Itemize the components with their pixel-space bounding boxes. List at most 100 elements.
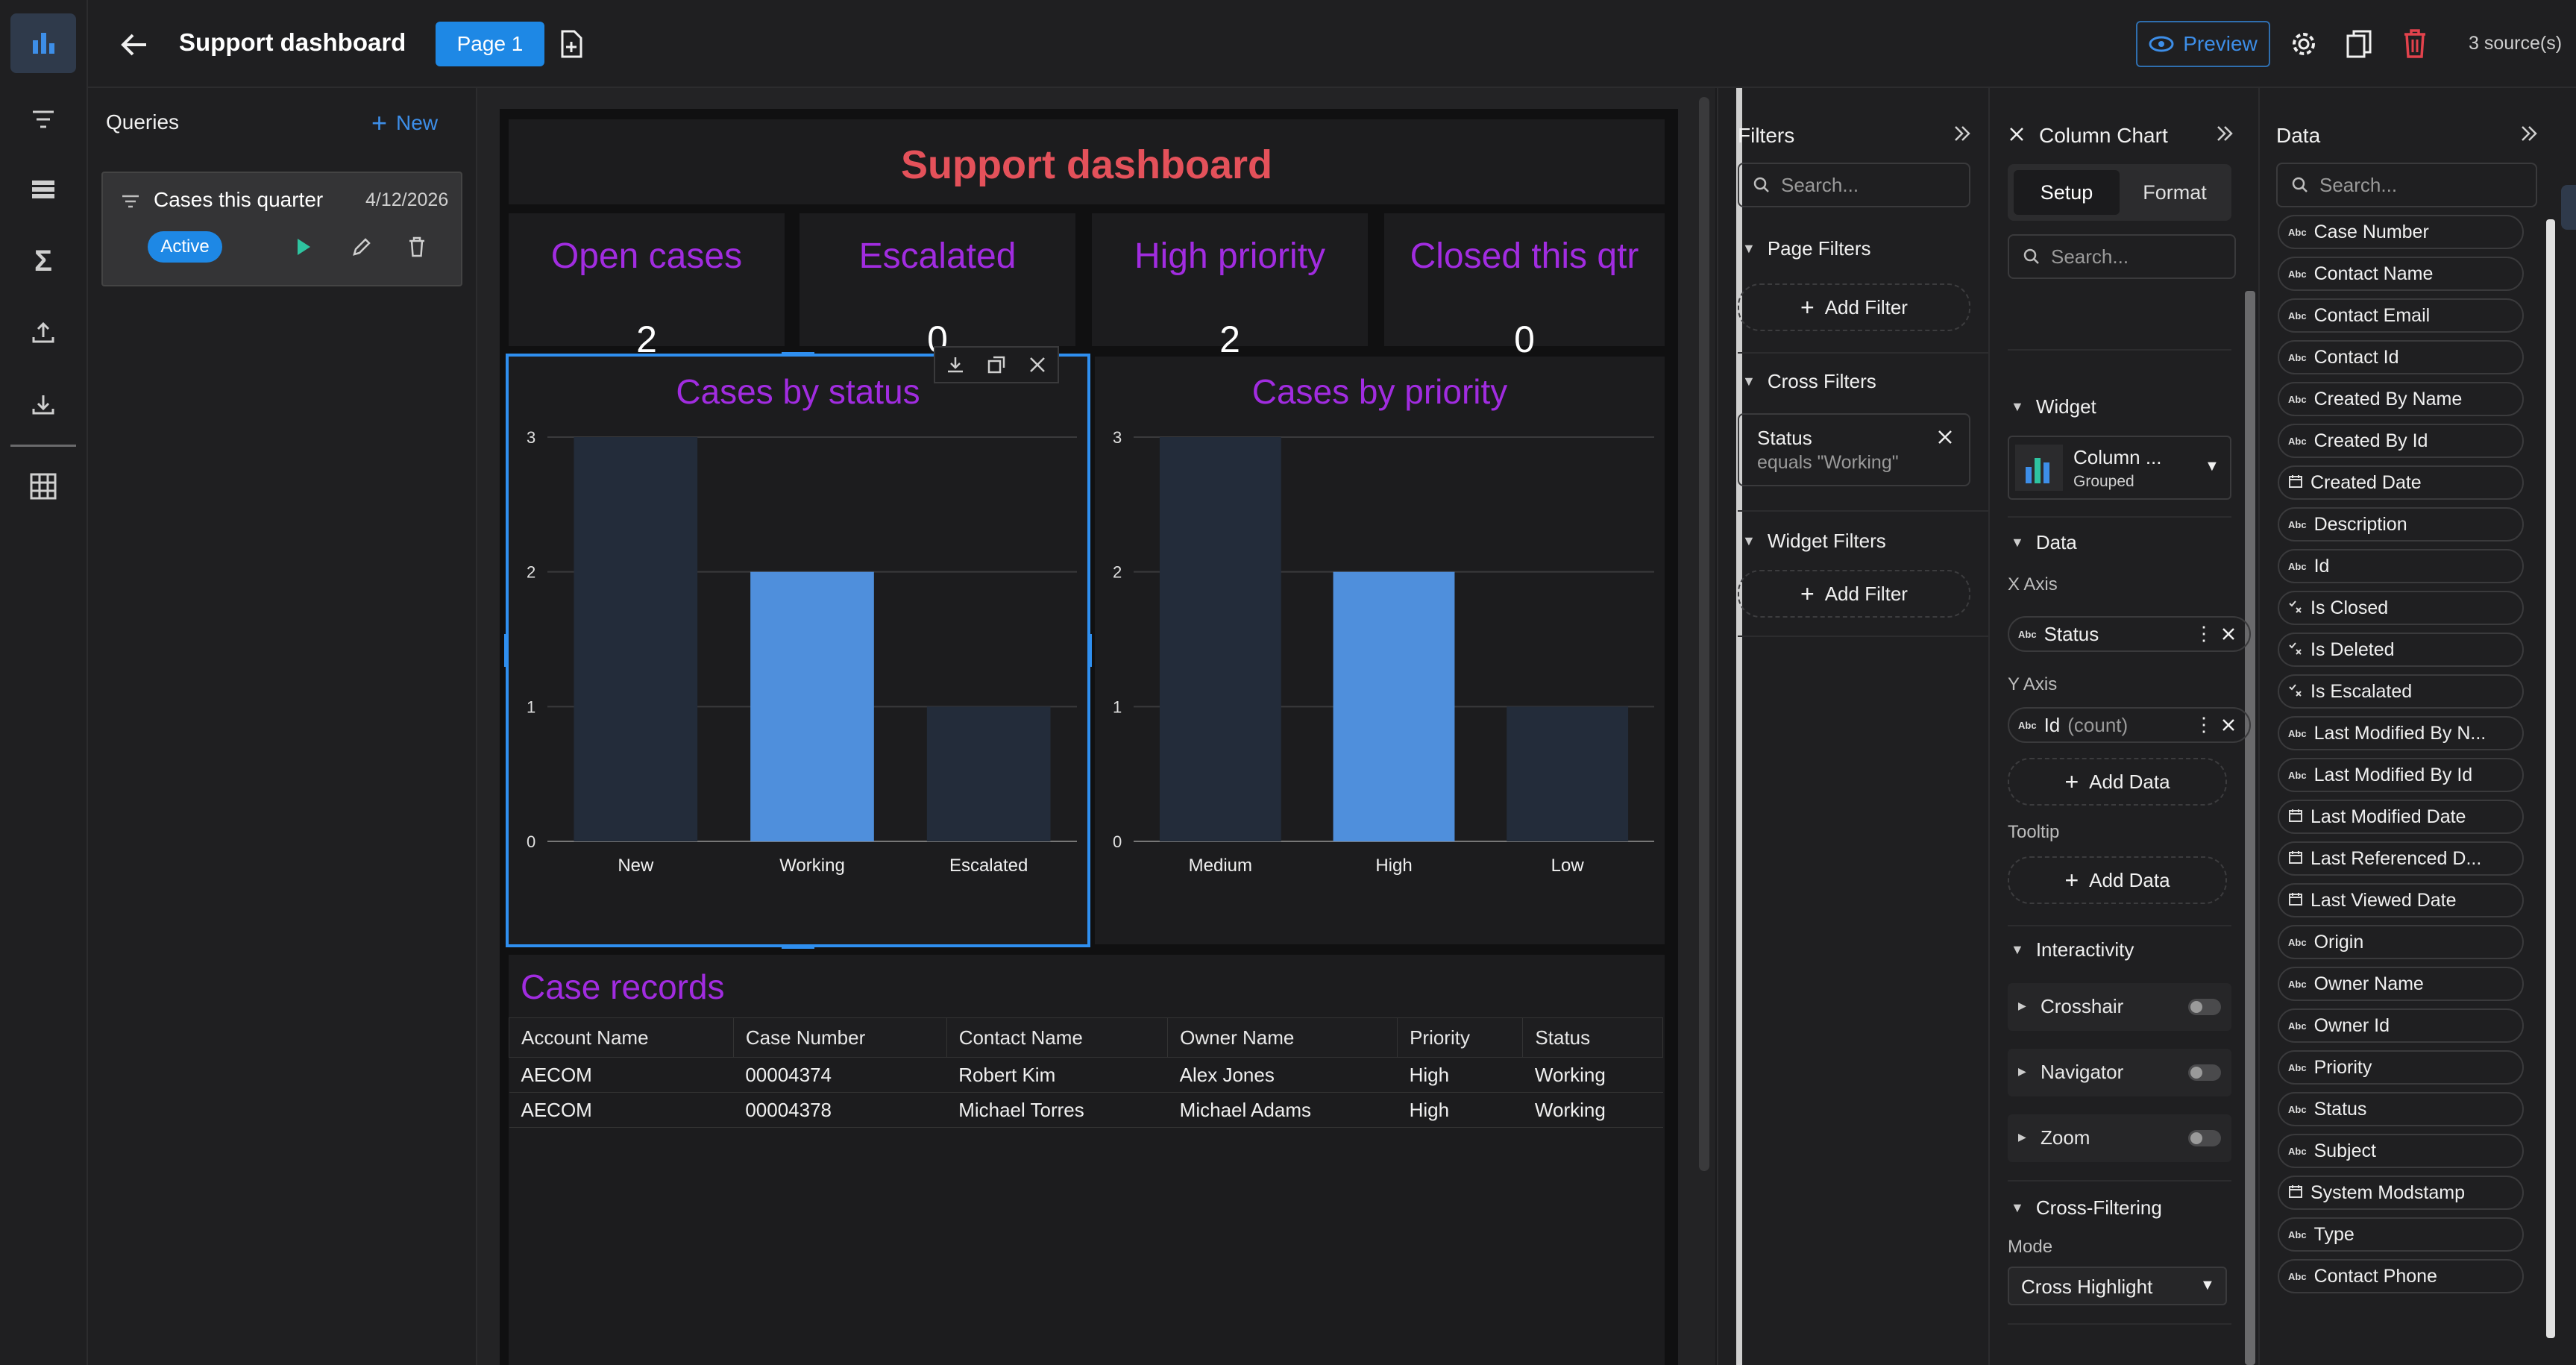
- data-field-item[interactable]: Abc Subject: [2278, 1134, 2524, 1168]
- canvas-scrollbar[interactable]: [1699, 97, 1709, 1171]
- data-field-item[interactable]: Is Closed: [2278, 591, 2524, 625]
- column-header[interactable]: Contact Name: [946, 1017, 1169, 1058]
- close-panel-icon[interactable]: [2008, 125, 2026, 143]
- data-field-item[interactable]: System Modstamp: [2278, 1176, 2524, 1210]
- data-field-item[interactable]: Abc Last Modified By Id: [2278, 758, 2524, 792]
- page-tab[interactable]: Page 1: [436, 22, 544, 66]
- data-field-item[interactable]: Abc Description: [2278, 507, 2524, 542]
- collapse-filters-icon[interactable]: [1951, 122, 1973, 148]
- download-icon[interactable]: [946, 355, 965, 374]
- navigator-toggle[interactable]: [2188, 1064, 2221, 1081]
- table-nav-icon[interactable]: [10, 456, 76, 516]
- title-panel[interactable]: Support dashboard: [509, 119, 1665, 204]
- remove-field-icon[interactable]: [2221, 627, 2236, 641]
- data-field-item[interactable]: Abc Id: [2278, 549, 2524, 583]
- add-tooltip-data-button[interactable]: + Add Data: [2008, 856, 2227, 904]
- filter-nav-icon[interactable]: [10, 90, 76, 149]
- kebab-menu-icon[interactable]: ⋮: [2194, 622, 2214, 644]
- chart-search-input[interactable]: Search...: [2008, 234, 2236, 279]
- chart-panel-scrollbar[interactable]: [2245, 291, 2255, 1365]
- table-row[interactable]: AECOM 00004374 Robert Kim Alex Jones High Wor…: [509, 1057, 1663, 1093]
- page-filters-header[interactable]: ▼ Page Filters: [1742, 237, 1871, 260]
- data-field-item[interactable]: Last Viewed Date: [2278, 883, 2524, 917]
- run-icon[interactable]: [295, 237, 312, 260]
- data-field-item[interactable]: Is Escalated: [2278, 674, 2524, 709]
- bar[interactable]: [1159, 437, 1281, 841]
- gear-icon[interactable]: [2288, 28, 2319, 63]
- data-field-item[interactable]: Abc Contact Email: [2278, 298, 2524, 333]
- chart-cases-by-status[interactable]: Cases by status 0 1 2 3 New Working Escalated: [504, 346, 1092, 949]
- bar[interactable]: [574, 437, 698, 841]
- resize-handle-left[interactable]: [504, 634, 509, 667]
- tab-setup[interactable]: Setup: [2014, 170, 2120, 215]
- bar[interactable]: [1333, 571, 1455, 841]
- data-field-item[interactable]: Last Modified Date: [2278, 800, 2524, 834]
- download-nav-icon[interactable]: [10, 374, 76, 434]
- remove-filter-icon[interactable]: [1936, 428, 1954, 446]
- chart-cases-by-priority[interactable]: Cases by priority 0 1 2 3 Medium High Low: [1095, 357, 1665, 944]
- kebab-menu-icon[interactable]: ⋮: [2194, 713, 2214, 735]
- data-field-item[interactable]: Abc Case Number: [2278, 215, 2524, 249]
- data-field-item[interactable]: Is Deleted: [2278, 633, 2524, 667]
- cross-filter-chip[interactable]: Status equals "Working": [1738, 413, 1970, 486]
- panel-toggle-handle[interactable]: [2561, 185, 2576, 230]
- delete-query-icon[interactable]: [407, 236, 427, 262]
- cross-filters-header[interactable]: ▼ Cross Filters: [1742, 370, 1876, 393]
- resize-handle-bottom[interactable]: [782, 944, 814, 949]
- remove-field-icon[interactable]: [2221, 718, 2236, 732]
- data-field-item[interactable]: Abc Origin: [2278, 925, 2524, 959]
- collapse-data-panel-icon[interactable]: [2518, 122, 2540, 148]
- collapse-chart-panel-icon[interactable]: [2214, 122, 2236, 148]
- bar[interactable]: [750, 571, 874, 841]
- navigator-option[interactable]: ▶ Navigator: [2008, 1049, 2231, 1096]
- cross-filtering-section-header[interactable]: ▼ Cross-Filtering: [2011, 1196, 2162, 1220]
- preview-button[interactable]: Preview: [2136, 21, 2270, 67]
- case-records-panel[interactable]: Case records Account Name Case Number Cont…: [509, 955, 1665, 1365]
- query-card[interactable]: Cases this quarter 4/12/2026 Active: [101, 172, 462, 286]
- data-field-item[interactable]: Abc Priority: [2278, 1050, 2524, 1085]
- bar[interactable]: [926, 706, 1051, 841]
- data-field-item[interactable]: Abc Contact Phone: [2278, 1259, 2524, 1293]
- widget-type-select[interactable]: Column ... Grouped ▼: [2008, 436, 2231, 500]
- data-field-item[interactable]: Abc Last Modified By N...: [2278, 716, 2524, 750]
- data-field-item[interactable]: Abc Created By Name: [2278, 382, 2524, 416]
- upload-nav-icon[interactable]: [10, 303, 76, 363]
- data-field-item[interactable]: Abc Contact Name: [2278, 257, 2524, 291]
- zoom-option[interactable]: ▶ Zoom: [2008, 1114, 2231, 1162]
- add-page-icon[interactable]: [556, 28, 586, 63]
- data-search-input[interactable]: Search...: [2276, 163, 2537, 207]
- trash-icon[interactable]: [2400, 27, 2430, 63]
- data-field-item[interactable]: Abc Status: [2278, 1092, 2524, 1126]
- data-field-item[interactable]: Created Date: [2278, 465, 2524, 500]
- kpi-open-cases[interactable]: Open cases 2: [509, 213, 785, 360]
- interactivity-section-header[interactable]: ▼ Interactivity: [2011, 938, 2134, 961]
- sigma-nav-icon[interactable]: Σ: [34, 244, 52, 277]
- data-field-item[interactable]: Abc Owner Id: [2278, 1008, 2524, 1043]
- column-header[interactable]: Priority: [1397, 1017, 1524, 1058]
- column-header[interactable]: Account Name: [509, 1017, 734, 1058]
- data-field-item[interactable]: Last Referenced D...: [2278, 841, 2524, 876]
- add-widget-filter-button[interactable]: + Add Filter: [1738, 570, 1970, 618]
- edit-icon[interactable]: [351, 236, 373, 262]
- data-field-item[interactable]: Abc Owner Name: [2278, 967, 2524, 1001]
- data-field-item[interactable]: Abc Contact Id: [2278, 340, 2524, 374]
- zoom-toggle[interactable]: [2188, 1130, 2221, 1146]
- data-field-item[interactable]: Abc Type: [2278, 1217, 2524, 1252]
- bar[interactable]: [1507, 706, 1629, 841]
- add-page-filter-button[interactable]: + Add Filter: [1738, 283, 1970, 331]
- kpi-escalated[interactable]: Escalated 0: [799, 213, 1075, 360]
- data-section-header[interactable]: ▼ Data: [2011, 531, 2077, 554]
- tab-format[interactable]: Format: [2143, 181, 2207, 204]
- mode-select[interactable]: Cross Highlight ▼: [2008, 1267, 2227, 1305]
- y-axis-field[interactable]: Abc Id (count) ⋮: [2008, 707, 2251, 743]
- resize-handle-right[interactable]: [1087, 634, 1092, 667]
- filters-search-input[interactable]: Search...: [1738, 163, 1970, 207]
- widget-filters-header[interactable]: ▼ Widget Filters: [1742, 530, 1886, 553]
- list-nav-icon[interactable]: [10, 160, 76, 219]
- back-arrow-icon[interactable]: [118, 28, 151, 65]
- x-axis-field[interactable]: Abc Status ⋮: [2008, 616, 2251, 652]
- resize-handle-top[interactable]: [782, 352, 814, 357]
- table-row[interactable]: AECOM 00004378 Michael Torres Michael Adams…: [509, 1092, 1663, 1128]
- close-icon[interactable]: [1028, 355, 1047, 374]
- data-field-item[interactable]: Abc Created By Id: [2278, 424, 2524, 458]
